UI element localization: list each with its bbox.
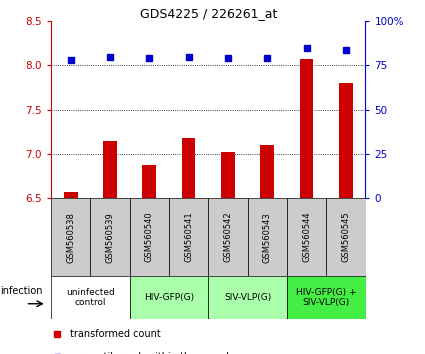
Text: GSM560545: GSM560545 <box>341 212 350 263</box>
Bar <box>90 198 130 276</box>
Bar <box>287 198 326 276</box>
Bar <box>130 276 208 319</box>
Text: GSM560540: GSM560540 <box>145 212 154 263</box>
Text: HIV-GFP(G): HIV-GFP(G) <box>144 293 194 302</box>
Text: percentile rank within the sample: percentile rank within the sample <box>70 352 235 354</box>
Bar <box>130 198 169 276</box>
Text: SIV-VLP(G): SIV-VLP(G) <box>224 293 271 302</box>
Text: GSM560539: GSM560539 <box>105 212 114 263</box>
Title: GDS4225 / 226261_at: GDS4225 / 226261_at <box>139 7 277 20</box>
Bar <box>208 198 247 276</box>
Bar <box>51 198 90 276</box>
Bar <box>339 83 353 198</box>
Text: transformed count: transformed count <box>70 329 161 339</box>
Bar <box>182 138 196 198</box>
Text: GSM560541: GSM560541 <box>184 212 193 263</box>
Bar <box>208 276 287 319</box>
Bar <box>221 152 235 198</box>
Bar <box>287 276 366 319</box>
Bar <box>326 198 366 276</box>
Bar <box>51 276 130 319</box>
Bar <box>169 198 208 276</box>
Bar <box>103 141 117 198</box>
Text: GSM560542: GSM560542 <box>224 212 232 263</box>
Text: GSM560544: GSM560544 <box>302 212 311 263</box>
Bar <box>64 192 77 198</box>
Bar <box>300 59 313 198</box>
Text: infection: infection <box>0 286 42 296</box>
Bar <box>247 198 287 276</box>
Bar <box>261 145 274 198</box>
Text: GSM560538: GSM560538 <box>66 212 75 263</box>
Text: GSM560543: GSM560543 <box>263 212 272 263</box>
Bar <box>142 165 156 198</box>
Text: HIV-GFP(G) +
SIV-VLP(G): HIV-GFP(G) + SIV-VLP(G) <box>296 288 357 307</box>
Text: uninfected
control: uninfected control <box>66 288 115 307</box>
